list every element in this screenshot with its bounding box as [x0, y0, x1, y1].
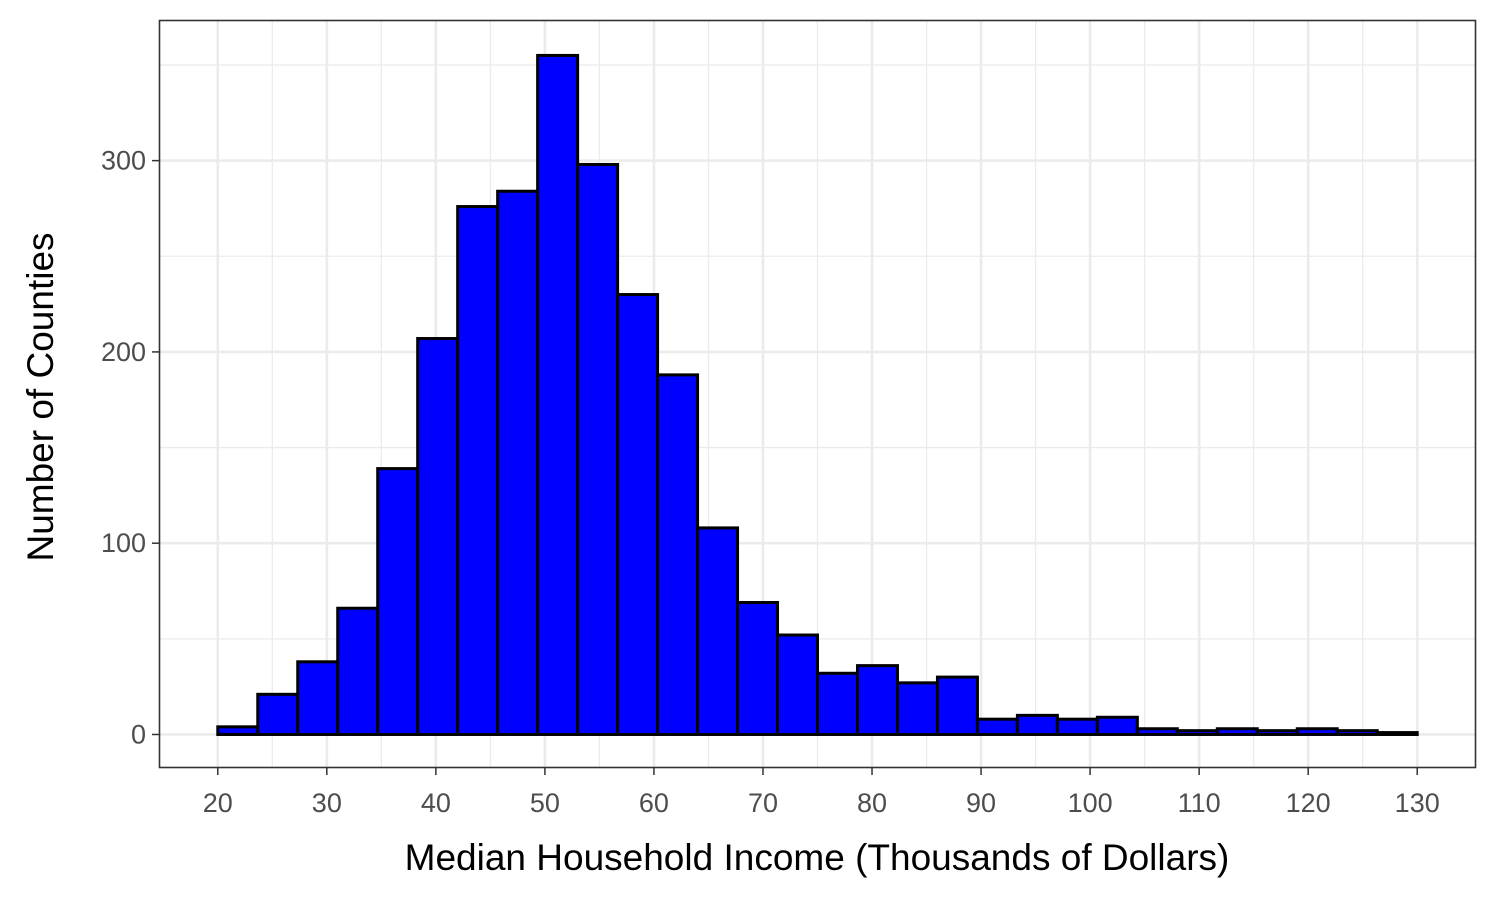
- x-tick-label: 20: [203, 788, 233, 818]
- x-tick-label: 50: [530, 788, 560, 818]
- x-tick-label: 80: [857, 788, 887, 818]
- histogram-bar: [935, 675, 979, 736]
- histogram-bar: [776, 633, 819, 736]
- histogram-bar: [536, 53, 580, 736]
- x-tick-label: 90: [966, 788, 996, 818]
- y-axis-ticks: 0 100 200 300: [101, 146, 160, 749]
- histogram-bar: [895, 681, 939, 736]
- y-tick-label: 0: [131, 719, 146, 749]
- histogram-bar: [696, 526, 740, 736]
- histogram-bar: [1295, 727, 1339, 736]
- histogram-bar: [496, 189, 540, 736]
- histogram-bar: [576, 162, 620, 736]
- histogram-bar: [736, 600, 780, 736]
- histogram-bar: [256, 692, 300, 736]
- histogram-bar: [1255, 729, 1299, 736]
- histogram-bar: [1175, 729, 1219, 736]
- panel-border: [158, 19, 1477, 769]
- x-tick-label: 130: [1395, 788, 1440, 818]
- histogram-bar: [1135, 727, 1179, 736]
- x-tick-label: 120: [1286, 788, 1331, 818]
- x-tick-label: 110: [1178, 788, 1221, 818]
- histogram-bar: [1335, 729, 1379, 736]
- x-tick-label: 100: [1068, 788, 1113, 818]
- x-tick-label: 70: [748, 788, 778, 818]
- histogram-bar: [616, 293, 660, 736]
- y-tick-label: 300: [101, 146, 146, 176]
- histogram-bar: [656, 373, 700, 736]
- histogram-bar: [1215, 727, 1259, 736]
- x-axis-ticks: 20 30 40 50 60 70 80 90 100 110 120 130: [203, 767, 1440, 818]
- histogram-bar: [416, 337, 460, 736]
- histogram-bar: [336, 606, 380, 736]
- histogram-bar: [296, 660, 340, 736]
- x-tick-label: 30: [312, 788, 342, 818]
- histogram-bar: [1095, 715, 1139, 736]
- histogram-bars: [216, 53, 1419, 736]
- histogram-bar: [1375, 731, 1419, 736]
- histogram-bar: [376, 467, 420, 736]
- histogram-bar: [456, 205, 500, 736]
- histogram-bar: [1055, 717, 1099, 736]
- histogram-bar: [216, 725, 260, 736]
- y-axis-title: Number of Counties: [20, 232, 61, 561]
- y-tick-label: 100: [101, 528, 146, 558]
- histogram-bar: [855, 664, 899, 736]
- x-tick-label: 60: [639, 788, 669, 818]
- histogram-bar: [1015, 713, 1059, 736]
- x-axis-title: Median Household Income (Thousands of Do…: [405, 837, 1230, 878]
- histogram-bar: [816, 671, 859, 736]
- x-tick-label: 40: [421, 788, 451, 818]
- y-tick-label: 200: [101, 337, 146, 367]
- histogram-bar: [975, 717, 1019, 736]
